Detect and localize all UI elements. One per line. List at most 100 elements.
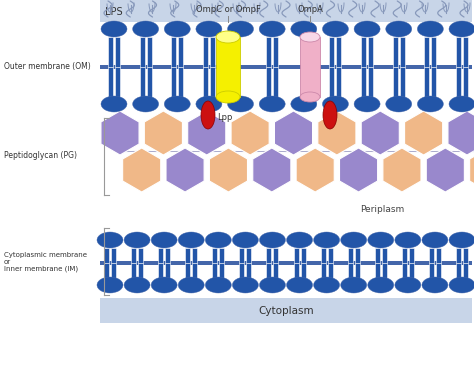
- Ellipse shape: [341, 232, 367, 248]
- Bar: [115, 37, 120, 67]
- Ellipse shape: [300, 32, 320, 42]
- Bar: [146, 67, 152, 97]
- Ellipse shape: [164, 21, 190, 37]
- Text: Periplasm: Periplasm: [360, 206, 404, 214]
- Bar: [328, 248, 333, 263]
- Bar: [239, 248, 245, 263]
- Bar: [192, 248, 197, 263]
- Polygon shape: [274, 111, 312, 155]
- Bar: [104, 263, 109, 278]
- Ellipse shape: [228, 21, 254, 37]
- Bar: [375, 263, 380, 278]
- Ellipse shape: [418, 21, 443, 37]
- Polygon shape: [470, 148, 474, 192]
- Bar: [100, 298, 472, 323]
- Polygon shape: [144, 111, 182, 155]
- Bar: [375, 248, 380, 263]
- Ellipse shape: [322, 21, 348, 37]
- Ellipse shape: [422, 232, 448, 248]
- Ellipse shape: [259, 21, 285, 37]
- Ellipse shape: [291, 96, 317, 112]
- Bar: [219, 263, 224, 278]
- Bar: [329, 67, 335, 97]
- Bar: [273, 248, 278, 263]
- Bar: [219, 248, 224, 263]
- Bar: [178, 37, 183, 67]
- Bar: [463, 248, 468, 263]
- Ellipse shape: [449, 21, 474, 37]
- Ellipse shape: [259, 232, 285, 248]
- Bar: [456, 37, 461, 67]
- Bar: [456, 248, 461, 263]
- Text: Cytoplasmic membrane
or
Inner membrane (IM): Cytoplasmic membrane or Inner membrane (…: [4, 252, 87, 272]
- Bar: [100, 261, 472, 265]
- Bar: [158, 263, 163, 278]
- Ellipse shape: [133, 96, 159, 112]
- Ellipse shape: [386, 21, 412, 37]
- Bar: [400, 67, 405, 97]
- Bar: [348, 248, 353, 263]
- Bar: [216, 37, 240, 97]
- Ellipse shape: [287, 277, 312, 293]
- Ellipse shape: [178, 232, 204, 248]
- Ellipse shape: [341, 277, 367, 293]
- Bar: [382, 248, 387, 263]
- Ellipse shape: [395, 277, 421, 293]
- Polygon shape: [188, 111, 226, 155]
- Bar: [409, 263, 414, 278]
- Bar: [337, 37, 341, 67]
- Ellipse shape: [196, 96, 222, 112]
- Text: Cytoplasm: Cytoplasm: [258, 306, 314, 316]
- Ellipse shape: [422, 277, 448, 293]
- Bar: [185, 263, 190, 278]
- Bar: [456, 263, 461, 278]
- Bar: [329, 37, 335, 67]
- Text: OmpA: OmpA: [297, 6, 323, 15]
- Ellipse shape: [354, 21, 380, 37]
- Bar: [361, 37, 366, 67]
- Bar: [424, 37, 429, 67]
- Bar: [463, 37, 468, 67]
- Ellipse shape: [205, 277, 231, 293]
- Ellipse shape: [196, 21, 222, 37]
- Ellipse shape: [323, 101, 337, 129]
- Bar: [108, 37, 113, 67]
- Text: Peptidoglycan (PG): Peptidoglycan (PG): [4, 150, 77, 160]
- Ellipse shape: [354, 96, 380, 112]
- Bar: [210, 67, 215, 97]
- Bar: [138, 248, 143, 263]
- Ellipse shape: [124, 277, 150, 293]
- Bar: [111, 263, 116, 278]
- Polygon shape: [210, 148, 247, 192]
- Bar: [402, 248, 407, 263]
- Ellipse shape: [449, 277, 474, 293]
- Polygon shape: [339, 148, 378, 192]
- Bar: [301, 263, 306, 278]
- Bar: [165, 248, 170, 263]
- Ellipse shape: [133, 21, 159, 37]
- Bar: [320, 263, 326, 278]
- Bar: [266, 248, 272, 263]
- Ellipse shape: [178, 277, 204, 293]
- Ellipse shape: [368, 232, 394, 248]
- Bar: [108, 67, 113, 97]
- Bar: [409, 248, 414, 263]
- Bar: [273, 67, 278, 97]
- Ellipse shape: [368, 277, 394, 293]
- Bar: [436, 263, 441, 278]
- Bar: [210, 37, 215, 67]
- Ellipse shape: [259, 96, 285, 112]
- Ellipse shape: [232, 277, 258, 293]
- Bar: [368, 67, 373, 97]
- Bar: [203, 67, 208, 97]
- Bar: [131, 263, 136, 278]
- Ellipse shape: [449, 232, 474, 248]
- Polygon shape: [405, 111, 443, 155]
- Ellipse shape: [300, 92, 320, 102]
- Bar: [382, 263, 387, 278]
- Bar: [140, 37, 145, 67]
- Bar: [104, 248, 109, 263]
- Text: LPS: LPS: [105, 7, 123, 17]
- Bar: [266, 263, 272, 278]
- Bar: [293, 248, 299, 263]
